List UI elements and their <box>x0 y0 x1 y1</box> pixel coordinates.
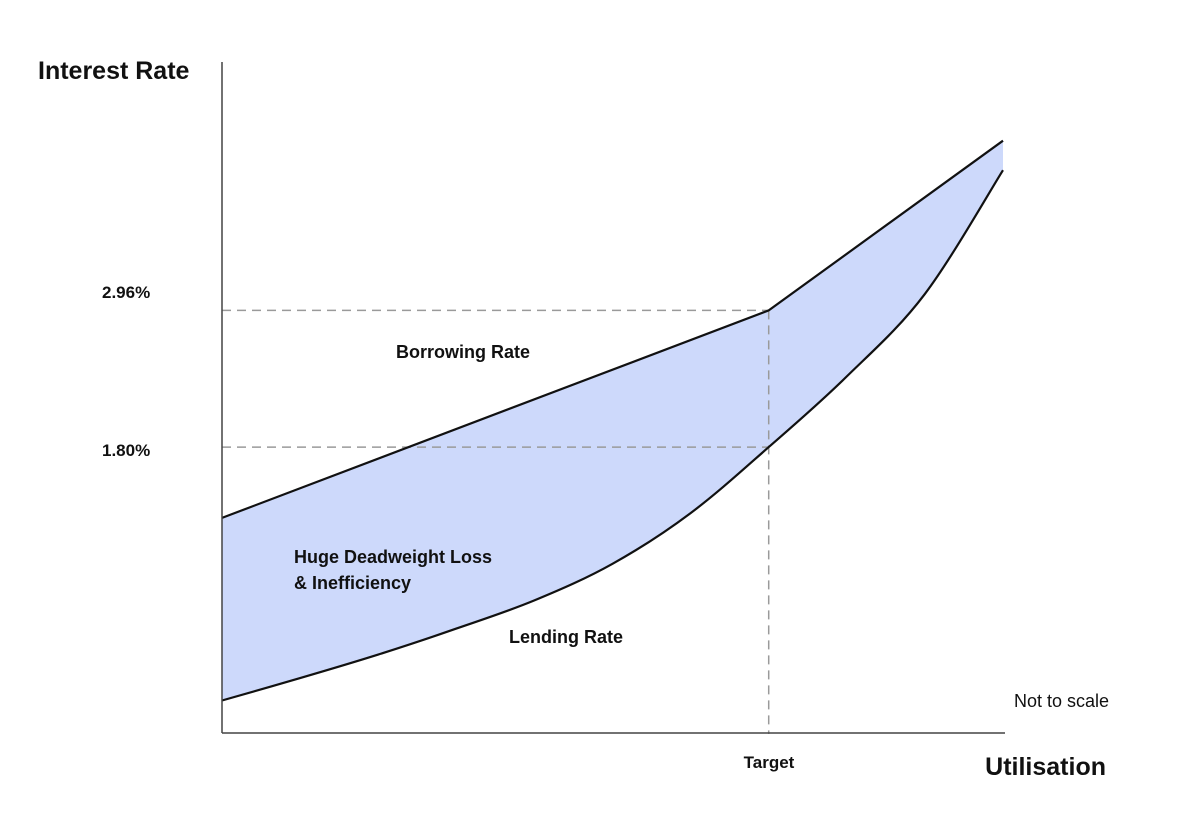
x-tick-label-target: Target <box>744 753 795 772</box>
y-tick-label-2-96: 2.96% <box>102 283 150 302</box>
lending-rate-line <box>221 169 1004 702</box>
borrowing-rate-label: Borrowing Rate <box>396 342 530 362</box>
deadweight-loss-label-line1: Huge Deadweight Loss <box>294 547 492 567</box>
y-axis-title: Interest Rate <box>38 57 190 85</box>
y-tick-label-1-80: 1.80% <box>102 441 150 460</box>
lending-rate-label: Lending Rate <box>509 627 623 647</box>
x-axis-title: Utilisation <box>985 753 1106 781</box>
not-to-scale-note: Not to scale <box>1014 691 1109 711</box>
deadweight-loss-area <box>222 140 1003 701</box>
borrowing-rate-line <box>221 139 1004 519</box>
deadweight-loss-label-line2: & Inefficiency <box>294 573 411 593</box>
